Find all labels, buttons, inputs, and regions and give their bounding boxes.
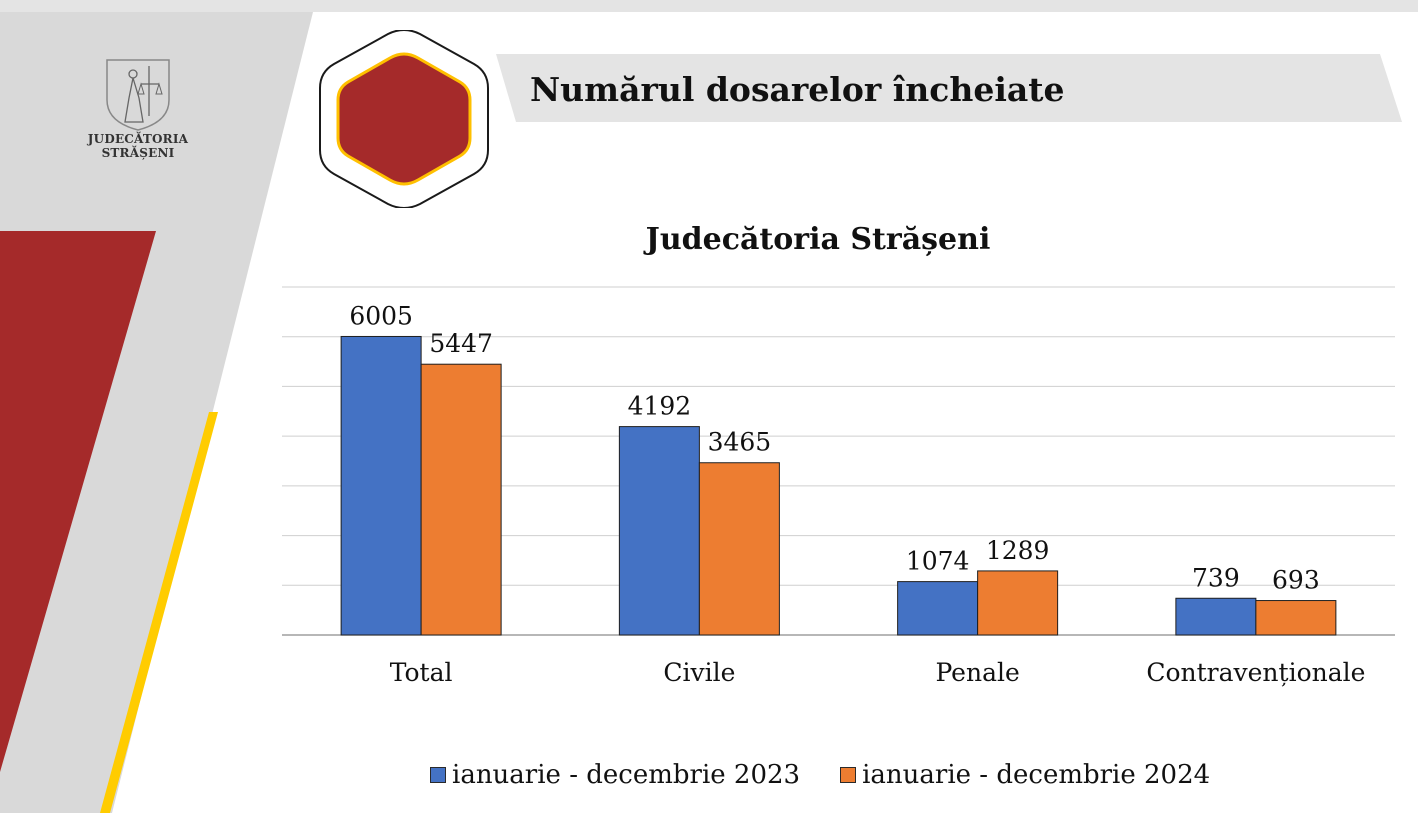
- chart-legend: ianuarie - decembrie 2023 ianuarie - dec…: [430, 760, 1230, 790]
- bar-penale-1: [977, 570, 1059, 636]
- value-label: 4192: [628, 392, 692, 421]
- value-label: 5447: [429, 329, 493, 358]
- category-labels: Total Civile Penale Contravenționale: [390, 658, 1366, 687]
- legend-label-2024: ianuarie - decembrie 2024: [862, 760, 1211, 790]
- category-label: Civile: [663, 658, 735, 687]
- legend-swatch-2024: [840, 767, 857, 783]
- decorative-background: [0, 12, 313, 813]
- bar-contravenționale-1: [1255, 600, 1337, 636]
- yellow-stripe: [100, 412, 218, 813]
- value-label: 3465: [708, 428, 772, 457]
- header-title: Numărul dosarelor încheiate: [530, 70, 1065, 109]
- bars: [340, 335, 1337, 636]
- chart-title: Judecătoria Strășeni: [645, 222, 991, 257]
- legend-item-2024: ianuarie - decembrie 2024: [840, 760, 1210, 790]
- bar-total-1: [420, 363, 502, 636]
- header-banner: [496, 54, 1402, 122]
- category-label: Penale: [935, 658, 1019, 687]
- value-label: 739: [1192, 563, 1240, 592]
- scales-of-justice-icon: [106, 59, 170, 131]
- value-label: 1289: [986, 536, 1050, 565]
- bar-contravenționale-0: [1175, 597, 1257, 636]
- value-label: 6005: [349, 301, 413, 330]
- red-stripe: [0, 231, 156, 772]
- category-label: Contravenționale: [1146, 658, 1365, 687]
- bar-total-0: [340, 335, 422, 636]
- value-labels: 6005 5447 4192 3465 1074 1289 739 693: [349, 301, 1319, 594]
- legend-item-2023: ianuarie - decembrie 2023: [430, 760, 800, 790]
- logo-text-line2: STRĂȘENI: [101, 146, 175, 160]
- category-label: Total: [390, 658, 453, 687]
- value-label: 1074: [906, 547, 970, 576]
- court-logo: JUDECĂTORIA STRĂȘENI: [70, 56, 206, 160]
- bar-civile-0: [618, 426, 700, 636]
- logo-text-line1: JUDECĂTORIA: [87, 132, 189, 146]
- hexagon-badge-icon: [319, 30, 489, 208]
- legend-swatch-2023: [430, 767, 446, 783]
- slide: JUDECĂTORIA STRĂȘENI Numărul dosarelor î…: [0, 12, 1418, 813]
- value-label: 693: [1272, 566, 1320, 595]
- bar-civile-1: [698, 462, 780, 636]
- gray-panel: [0, 12, 313, 813]
- bar-chart: 6005 5447 4192 3465 1074 1289 739 693 Total Civi…: [282, 286, 1395, 687]
- bar-penale-0: [897, 581, 979, 636]
- legend-label-2023: ianuarie - decembrie 2023: [452, 760, 801, 790]
